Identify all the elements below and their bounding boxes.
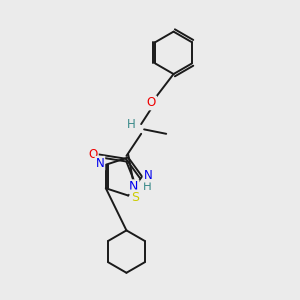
Text: N: N [144,169,152,182]
Text: H: H [143,180,152,193]
Text: N: N [96,157,104,170]
Text: S: S [131,190,139,203]
Text: H: H [127,118,135,131]
Text: O: O [147,96,156,110]
Text: N: N [129,180,139,193]
Text: O: O [88,148,98,161]
